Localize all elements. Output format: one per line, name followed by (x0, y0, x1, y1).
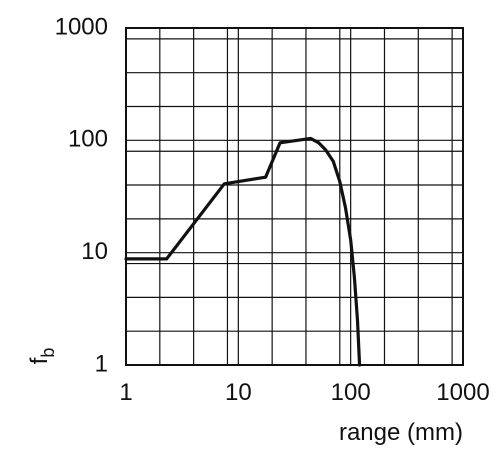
x-axis-label: range (mm) (339, 419, 463, 446)
plot-frame (125, 27, 464, 366)
x-tick-label-3: 1000 (436, 379, 489, 406)
y-tick-label-0: 1 (95, 350, 108, 377)
y-tick-label-3: 1000 (55, 13, 108, 40)
y-axis-label: fb (26, 348, 58, 365)
x-tick-label-2: 100 (331, 379, 371, 406)
y-tick-label-1: 10 (81, 238, 108, 265)
y-axis-label-subscript: b (38, 348, 58, 358)
x-tick-label-0: 1 (119, 379, 132, 406)
y-axis-label-main: f (26, 357, 53, 364)
y-tick-labels: 1 10 100 1000 (55, 13, 108, 377)
series-group (124, 136, 362, 367)
chart-grid (125, 27, 464, 366)
series-line-0 (124, 136, 362, 367)
y-tick-label-2: 100 (68, 126, 108, 153)
x-tick-label-1: 10 (225, 379, 252, 406)
x-tick-labels: 1 10 100 1000 (119, 379, 489, 406)
